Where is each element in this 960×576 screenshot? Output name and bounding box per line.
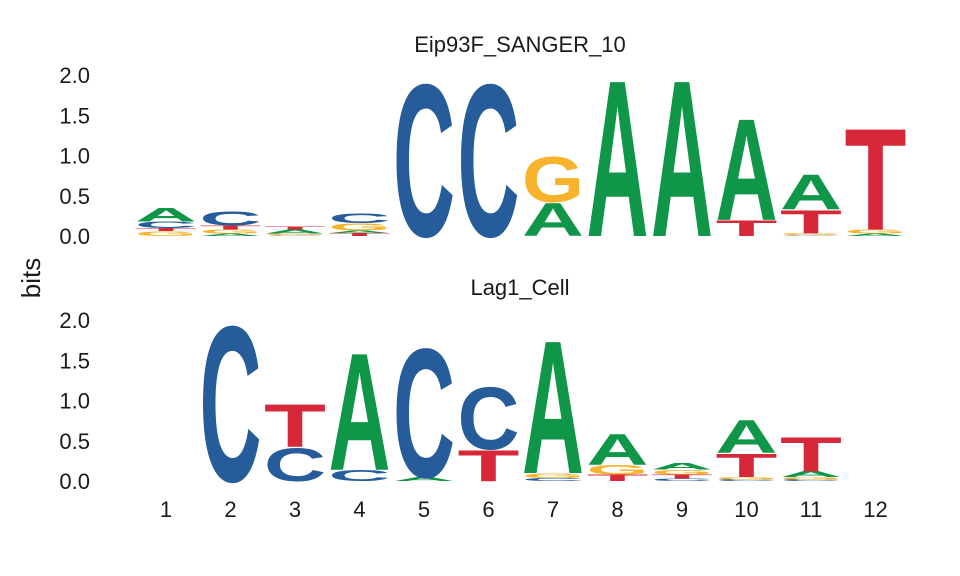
y-tick-label: 1.0 bbox=[59, 389, 90, 414]
logo-letter-c: C bbox=[522, 477, 584, 482]
logo-letter-c: C bbox=[393, 40, 455, 283]
logo-letter-c: C bbox=[458, 368, 520, 468]
logo-letter-c: C bbox=[393, 312, 455, 517]
logo-letter-t: T bbox=[458, 441, 520, 491]
y-tick-label: 1.5 bbox=[59, 348, 90, 373]
logo-letter-c: C bbox=[780, 479, 842, 482]
logo-letter-g: G bbox=[716, 476, 778, 480]
logo-letter-c: C bbox=[458, 40, 520, 283]
logo-letter-a: A bbox=[716, 410, 778, 463]
logo-letter-c: C bbox=[716, 479, 778, 482]
y-tick-label: 1.0 bbox=[59, 144, 90, 169]
x-tick-label: 8 bbox=[611, 497, 623, 522]
logo-letter-a: A bbox=[264, 229, 326, 235]
logo-letter-g: G bbox=[329, 222, 391, 233]
x-tick-label: 9 bbox=[676, 497, 688, 522]
x-tick-label: 1 bbox=[160, 497, 172, 522]
logo-letter-c: C bbox=[264, 235, 326, 236]
logo-letter-t: T bbox=[716, 447, 778, 484]
logo-letter-g: G bbox=[780, 233, 842, 235]
y-tick-label: 0.5 bbox=[59, 429, 90, 454]
y-tick-label: 0.0 bbox=[59, 469, 90, 494]
logo-letter-t: T bbox=[264, 391, 326, 460]
logo-letter-a: A bbox=[329, 230, 391, 234]
logo-panel-1: Eip93F_SANGER_100.00.51.01.52.0GTCAAGTCC… bbox=[59, 32, 906, 284]
logo-letter-g: G bbox=[780, 476, 842, 480]
logo-letter-a: A bbox=[522, 302, 584, 515]
logo-letter-a: A bbox=[200, 233, 262, 237]
x-tick-label: 11 bbox=[800, 497, 823, 522]
x-tick-label: 4 bbox=[353, 497, 365, 522]
logo-letter-c: C bbox=[200, 208, 262, 230]
y-tick-label: 1.5 bbox=[59, 103, 90, 128]
y-tick-label: 2.0 bbox=[59, 308, 90, 333]
logo-letter-t: T bbox=[587, 473, 649, 483]
x-tick-label: 10 bbox=[734, 497, 758, 522]
logo-letter-g: G bbox=[522, 144, 584, 216]
logo-letter-a: A bbox=[780, 164, 842, 220]
logo-letter-g: G bbox=[264, 233, 326, 235]
logo-letter-g: G bbox=[522, 472, 584, 479]
logo-letter-a: A bbox=[845, 233, 907, 237]
logo-letter-t: T bbox=[200, 225, 262, 231]
logo-letter-c: C bbox=[329, 467, 391, 485]
logo-letter-t: T bbox=[845, 99, 907, 261]
logo-letter-a: A bbox=[393, 476, 455, 482]
logo-letter-a: A bbox=[651, 34, 713, 284]
logo-letter-g: G bbox=[135, 230, 197, 237]
logo-letter-t: T bbox=[780, 427, 842, 482]
logo-letter-a: A bbox=[329, 319, 391, 507]
y-axis-label: bits bbox=[16, 258, 46, 298]
logo-letter-a: A bbox=[587, 34, 649, 284]
x-tick-label: 3 bbox=[289, 497, 301, 522]
logo-letter-g: G bbox=[845, 229, 907, 235]
logo-letter-a: A bbox=[587, 424, 649, 474]
x-tick-label: 7 bbox=[547, 497, 559, 522]
logo-letter-c: C bbox=[264, 438, 326, 491]
logo-letter-c: C bbox=[135, 220, 197, 230]
x-axis: 1 2 3 4 5 6 7 8 9 10 11 12 bbox=[160, 497, 888, 522]
logo-letter-g: G bbox=[587, 463, 649, 478]
logo-letter-a: A bbox=[780, 470, 842, 479]
y-tick-label: 0.0 bbox=[59, 224, 90, 249]
logo-letter-t: T bbox=[651, 474, 713, 480]
x-tick-label: 5 bbox=[418, 497, 430, 522]
logo-letter-g: G bbox=[200, 229, 262, 235]
logo-letter-a: A bbox=[651, 462, 713, 472]
x-tick-label: 12 bbox=[863, 497, 887, 522]
logo-letter-t: T bbox=[135, 227, 197, 232]
x-tick-label: 6 bbox=[482, 497, 494, 522]
x-tick-label: 2 bbox=[224, 497, 236, 522]
logo-letter-c: C bbox=[329, 211, 391, 226]
logo-letter-t: T bbox=[780, 204, 842, 241]
logo-letter-t: T bbox=[716, 216, 778, 241]
y-tick-label: 0.5 bbox=[59, 184, 90, 209]
logo-letter-a: A bbox=[522, 193, 584, 246]
logo-letter-c: C bbox=[780, 235, 842, 236]
panel-title: Eip93F_SANGER_10 bbox=[414, 32, 626, 57]
logo-letter-c: C bbox=[200, 279, 262, 528]
logo-letter-t: T bbox=[329, 232, 391, 237]
logo-letter-a: A bbox=[716, 90, 778, 252]
logo-panels: Eip93F_SANGER_100.00.51.01.52.0GTCAAGTCC… bbox=[59, 32, 906, 528]
y-tick-label: 2.0 bbox=[59, 63, 90, 88]
logo-letter-g: G bbox=[651, 469, 713, 476]
logo-letter-a: A bbox=[135, 205, 197, 226]
panel-title: Lag1_Cell bbox=[470, 275, 569, 300]
logo-letter-t: T bbox=[264, 226, 326, 231]
logo-letter-c: C bbox=[651, 478, 713, 482]
